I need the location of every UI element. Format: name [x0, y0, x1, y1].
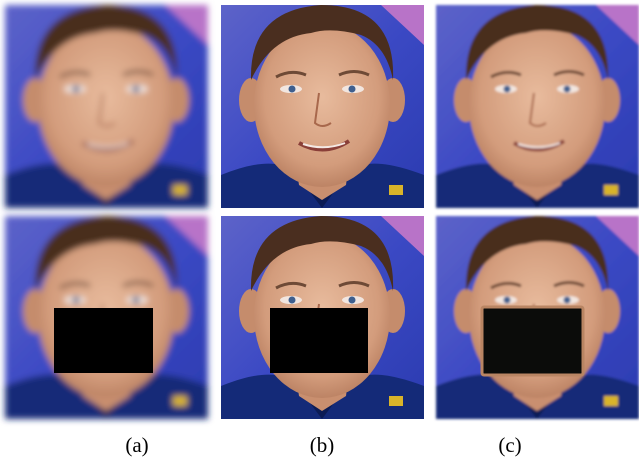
caption: (b) — [310, 433, 335, 457]
image-a-top — [5, 5, 208, 208]
mask — [54, 308, 153, 373]
caption: (c) — [498, 433, 521, 457]
mask — [270, 308, 368, 373]
caption: (a) — [125, 433, 148, 457]
inpainted-region — [482, 307, 583, 375]
image-b-top — [221, 5, 424, 208]
image-c-top — [436, 5, 639, 208]
figure: (a) (b) (c) — [0, 0, 639, 463]
